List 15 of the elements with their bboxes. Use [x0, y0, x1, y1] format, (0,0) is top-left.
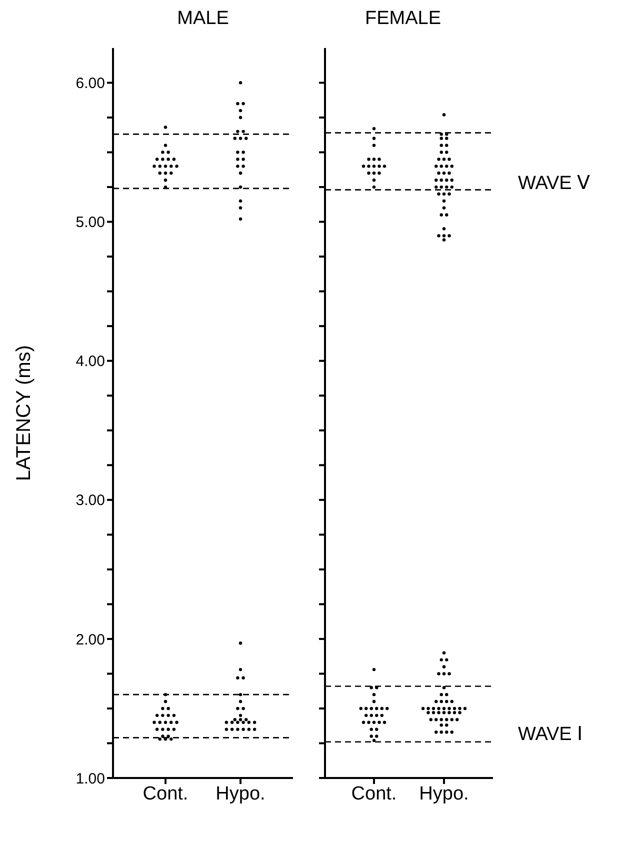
chart-title: FEMALE — [364, 8, 442, 31]
y-tick-label: 6.00 — [76, 75, 105, 92]
text: WAVE Ⅰ — [518, 722, 584, 746]
x-tick-label: Cont. — [142, 783, 188, 804]
y-tick-label: 1.00 — [76, 770, 105, 788]
y-tick-label: 2.00 — [76, 631, 105, 648]
x-tick-label: Cont. — [351, 783, 397, 804]
x-tick-label: Hypo. — [216, 783, 266, 804]
y-tick-label: 5.00 — [76, 214, 105, 232]
y-tick-label: 3.00 — [76, 492, 105, 510]
y-axis-title: LATENCY (ms) — [13, 345, 36, 481]
chart-title: MALE — [176, 8, 230, 31]
text: WAVE Ⅴ — [518, 172, 590, 195]
y-tick-label: 4.00 — [76, 353, 105, 370]
x-tick-label: Hypo. — [419, 783, 469, 804]
